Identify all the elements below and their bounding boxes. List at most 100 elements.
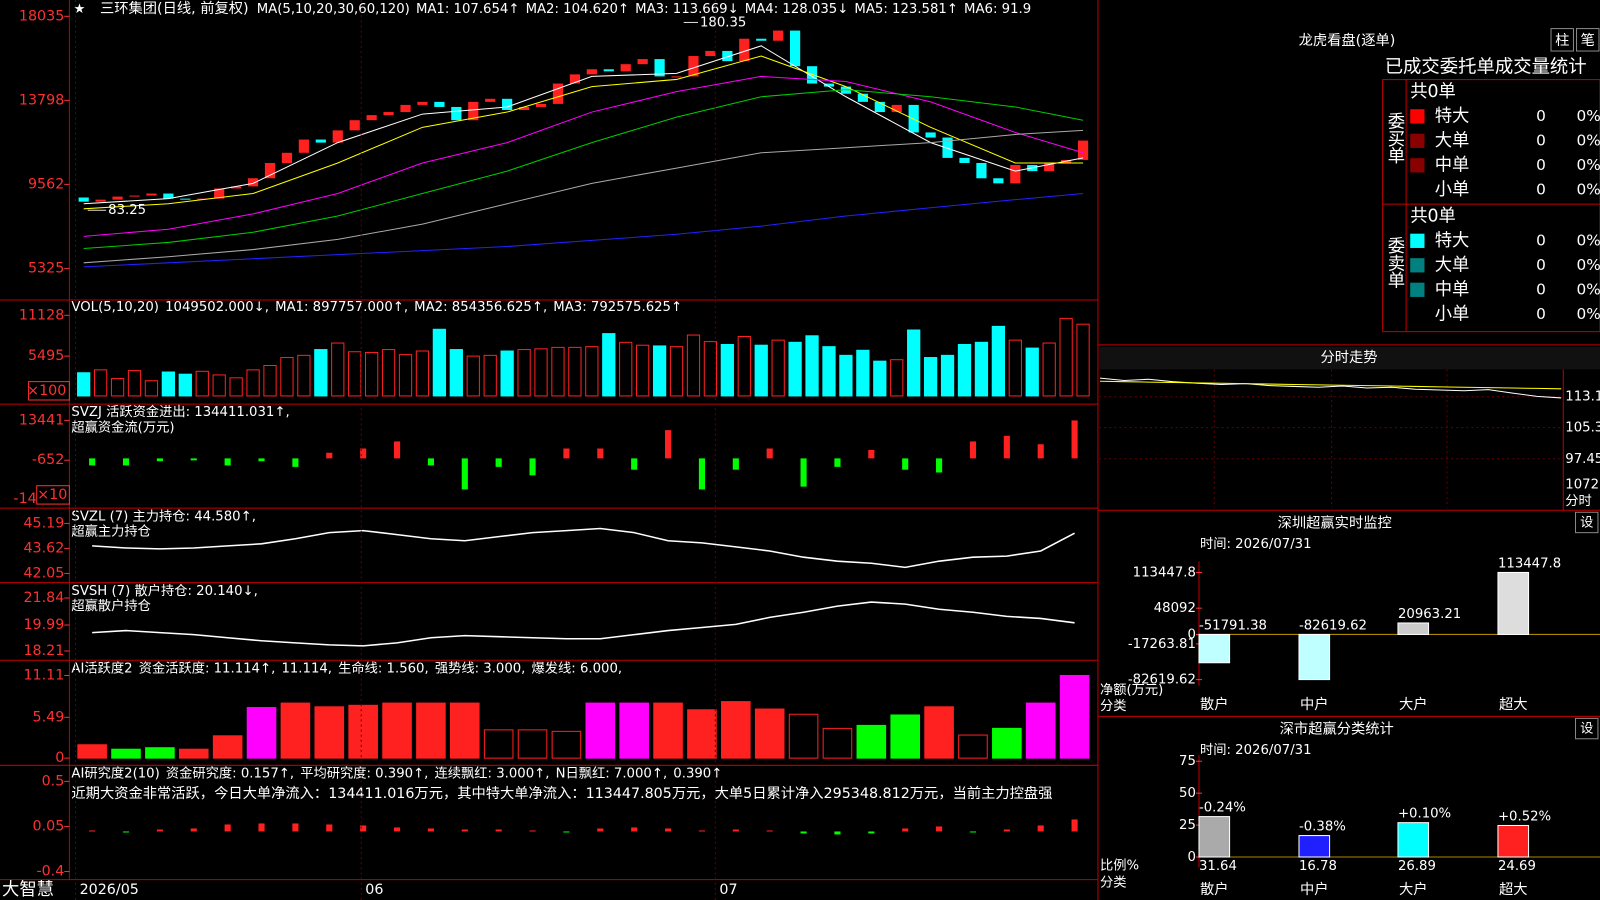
volume-bar [907, 329, 921, 397]
candle [874, 101, 885, 113]
legend-item: N日飘红: 7.000↑, [556, 765, 668, 781]
x-axis-label: 分类 [1100, 698, 1127, 714]
unit-box [28, 381, 70, 401]
tab-button[interactable] [1550, 28, 1574, 52]
indicator-bar [258, 823, 265, 832]
y-tick-label: -0.4 [36, 864, 64, 880]
activity-bar [348, 704, 378, 759]
candle [654, 59, 665, 77]
volume-bar [77, 372, 91, 397]
tab-button[interactable] [1576, 28, 1600, 52]
y-tick-label: 21.84 [23, 590, 64, 606]
candle [468, 101, 479, 121]
change-label: -0.24% [1199, 800, 1246, 815]
y-tick-label: 42.05 [23, 565, 64, 581]
x-tick-label: 中户 [1300, 696, 1329, 713]
y-tick-label: -17263.81 [1128, 637, 1196, 652]
value-label: 113447.8 [1498, 556, 1561, 571]
volume-bar [297, 354, 311, 397]
activity-bar [483, 729, 514, 759]
indicator-bar [800, 458, 807, 487]
legend-swatch [1410, 133, 1425, 148]
value-label: 20963.21 [1398, 607, 1461, 622]
volume-bar [1025, 347, 1039, 397]
value-label: -51791.38 [1199, 618, 1267, 633]
y-tick-label: 113.1 [1565, 390, 1600, 405]
indicator-bar [393, 441, 401, 459]
volume-bar [415, 350, 430, 397]
indicator-bar [969, 441, 977, 459]
volume-bar [195, 370, 209, 397]
settings-label[interactable]: 设 [1580, 721, 1593, 737]
volume-bar [466, 355, 480, 397]
x-tick-label: 超大 [1499, 696, 1528, 713]
category-bar [1298, 633, 1331, 681]
indicator-bar [868, 831, 875, 834]
volume-bar [873, 360, 887, 397]
indicator-bar [156, 829, 163, 832]
y-tick-label: 48092 [1154, 601, 1196, 616]
legend-item: SVZL (7) 主力持仓: 44.580↑, [71, 508, 255, 524]
indicator-bar [1003, 435, 1010, 459]
readout: MA4: 128.035↓ [745, 2, 849, 17]
price-line [1099, 377, 1562, 399]
candle [214, 188, 225, 199]
volume-bar [957, 343, 972, 397]
legend-item: MA3: 792575.625↑ [553, 300, 682, 315]
volume-bar [483, 354, 497, 397]
activity-bar [212, 735, 243, 759]
candle [264, 162, 276, 179]
message: 近期大资金非常活跃，今日大单净流入：134411.016万元，其中特大单净流入：… [71, 784, 1052, 802]
volume-bar [669, 346, 684, 397]
volume-bar [551, 346, 565, 397]
indicator-bar [326, 452, 333, 459]
volume-bar [771, 339, 785, 397]
settings-label[interactable]: 设 [1580, 514, 1593, 530]
y-tick-label: 50 [1179, 786, 1196, 801]
activity-bar [721, 701, 751, 759]
unit-label: ×100 [27, 383, 66, 399]
x-tick-label: 2026/05 [80, 882, 139, 898]
candle [637, 59, 648, 65]
volume-bar [381, 349, 396, 397]
unit-label: ×10 [37, 487, 67, 503]
candle [688, 56, 699, 77]
x-tick-label: 07 [719, 882, 737, 898]
category-bar [1397, 622, 1430, 635]
indicator-bar [563, 448, 570, 459]
ma-line [83, 89, 1084, 250]
candle [925, 132, 936, 138]
tab-label[interactable]: 柱 [1555, 32, 1569, 49]
row-name: 特大 [1435, 231, 1470, 251]
panel-title: 深圳超赢实时监控 [1278, 514, 1392, 531]
candle [671, 76, 682, 78]
holding-line [92, 527, 1075, 569]
subtitle: 超赢散户持仓 [71, 597, 151, 614]
legend-item: MA2: 854356.625↑, [414, 300, 547, 315]
tab-label[interactable]: 笔 [1581, 32, 1595, 49]
volume-bar [144, 380, 159, 397]
volume-bar [720, 343, 734, 397]
stock-name: 三环集团(日线, 前复权) [100, 0, 249, 17]
candle [332, 130, 343, 143]
settings-button[interactable] [1575, 511, 1599, 534]
y-axis-label: 净额(万元) [1100, 682, 1163, 698]
candle [383, 112, 394, 116]
activity-bar [992, 727, 1022, 759]
indicator-bar [1071, 420, 1078, 459]
volume-bar [839, 354, 853, 397]
row-count: 0 [1536, 280, 1546, 298]
y-tick-label: -82619.62 [1128, 673, 1196, 688]
activity-bar [619, 702, 649, 759]
indicator-bar [665, 828, 672, 832]
candle [756, 38, 767, 41]
settings-button[interactable] [1575, 717, 1599, 740]
time-label: 时间: 2026/07/31 [1200, 536, 1312, 552]
category-bar [1198, 816, 1231, 858]
activity-bar [280, 702, 311, 759]
star: ★ [73, 2, 85, 17]
activity-bar [450, 702, 480, 759]
legend-swatch [1410, 282, 1425, 297]
row-count: 0 [1536, 305, 1546, 323]
